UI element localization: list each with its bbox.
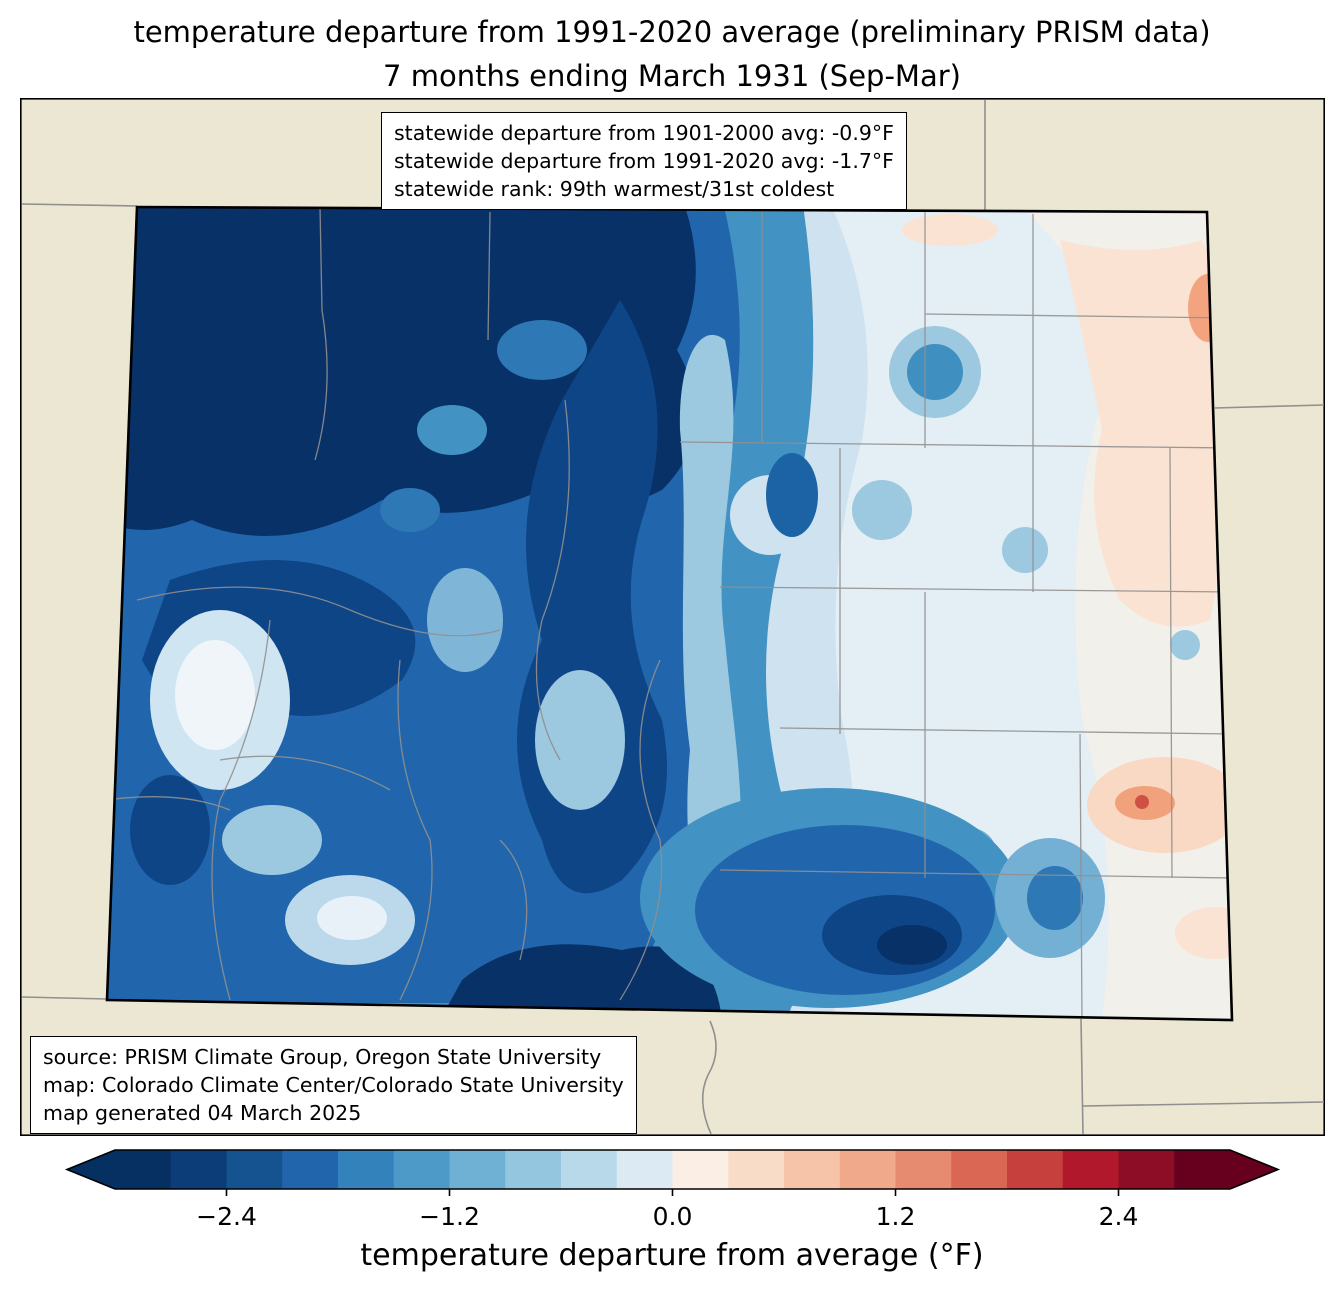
stats-line-2: statewide departure from 1991-2020 avg: … [394, 149, 894, 173]
neighbor-state-borders [21, 100, 1325, 1135]
colorbar-segment [1007, 1150, 1064, 1189]
colorado-anomaly-map [20, 98, 1325, 1136]
colorbar-segment [616, 1150, 674, 1189]
colorbar-segment [951, 1150, 1008, 1189]
temperature-contours [107, 207, 1232, 1020]
colorbar-segment [672, 1150, 729, 1189]
colorbar-segment [1118, 1150, 1175, 1189]
colorbar: −2.4 −1.2 0.0 1.2 2.4 [64, 1149, 1281, 1231]
title-line-1: temperature departure from 1991-2020 ave… [133, 15, 1211, 49]
colorbar-segment [115, 1150, 172, 1189]
stats-line-3: statewide rank: 99th warmest/31st coldes… [394, 177, 835, 201]
colorbar-tick-label: 2.4 [1099, 1202, 1139, 1231]
colorbar-segment [505, 1150, 562, 1189]
colorbar-segment [1174, 1150, 1231, 1189]
colorbar-over-arrow [1230, 1150, 1278, 1189]
colorbar-tick-label: 1.2 [876, 1202, 916, 1231]
source-box: source: PRISM Climate Group, Oregon Stat… [30, 1036, 637, 1134]
stats-line-1: statewide departure from 1901-2000 avg: … [394, 121, 894, 145]
source-line-1: source: PRISM Climate Group, Oregon Stat… [43, 1045, 602, 1069]
colorbar-segment [561, 1150, 618, 1189]
colorbar-outline [64, 1149, 1281, 1190]
colorbar-segment [728, 1150, 785, 1189]
colorbar-label: temperature departure from average (°F) [360, 1238, 984, 1273]
source-line-2: map: Colorado Climate Center/Colorado St… [43, 1073, 624, 1097]
title-line-2: 7 months ending March 1931 (Sep-Mar) [383, 59, 961, 93]
colorbar-segment [393, 1150, 451, 1189]
colorbar-tick-label: −2.4 [196, 1202, 257, 1231]
colorbar-tick-label: 0.0 [653, 1202, 693, 1231]
colorbar-segment [338, 1150, 395, 1189]
source-line-3: map generated 04 March 2025 [43, 1101, 362, 1125]
colorbar-under-arrow [67, 1150, 115, 1189]
state-border [105, 205, 1234, 1022]
colorbar-tick-label: −1.2 [419, 1202, 480, 1231]
colorbar-segment [170, 1150, 228, 1189]
figure-title: temperature departure from 1991-2020 ave… [0, 10, 1344, 98]
colorbar-segment [282, 1150, 339, 1189]
colorbar-segment [226, 1150, 283, 1189]
colorbar-segment [839, 1150, 897, 1189]
colorbar-segment [784, 1150, 841, 1189]
colorbar-segment [1062, 1150, 1120, 1189]
county-borders [107, 207, 1232, 1020]
colorbar-segment [895, 1150, 952, 1189]
colorbar-segment [449, 1150, 506, 1189]
statewide-stats-box: statewide departure from 1901-2000 avg: … [381, 112, 907, 210]
